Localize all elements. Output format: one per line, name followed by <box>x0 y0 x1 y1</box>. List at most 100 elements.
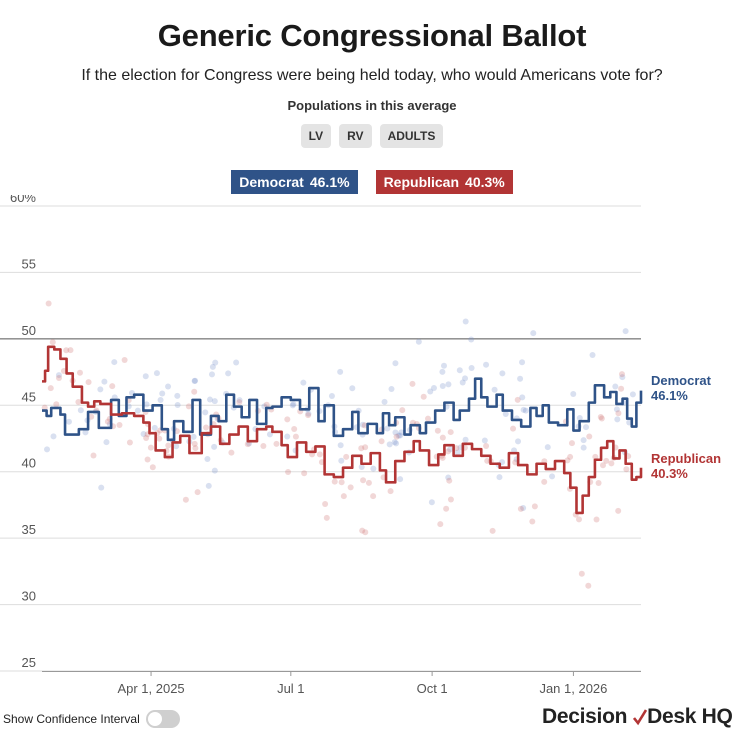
poll-dot <box>576 414 583 421</box>
poll-dot <box>388 386 395 393</box>
poll-dot <box>358 463 365 470</box>
y-tick-label: 40 <box>22 456 36 471</box>
poll-dot <box>362 529 369 536</box>
poll-dot <box>55 372 62 379</box>
republican-end-value: 40.3% <box>651 466 688 481</box>
poll-dot <box>456 367 463 374</box>
poll-dot <box>233 359 240 366</box>
poll-dot <box>386 441 393 448</box>
poll-dot <box>446 477 453 484</box>
republican-series-line <box>42 345 643 515</box>
poll-dot <box>63 347 70 354</box>
x-tick-label: Jan 1, 2026 <box>539 681 607 696</box>
legend-republican[interactable]: Republican 40.3% <box>375 170 513 194</box>
poll-dot <box>165 383 172 390</box>
brand-logo: Decision Desk HQ <box>542 705 733 729</box>
population-rv-button[interactable]: RV <box>339 124 372 148</box>
poll-dot <box>618 385 625 392</box>
poll-dot <box>519 394 526 401</box>
republican-end-name: Republican <box>651 451 722 466</box>
poll-dot <box>576 516 583 523</box>
poll-dot <box>378 438 385 445</box>
poll-dot <box>147 444 154 451</box>
poll-dot <box>541 478 548 485</box>
legend-democrat[interactable]: Democrat 46.1% <box>231 170 358 194</box>
poll-dot <box>619 374 626 381</box>
y-tick-label: 50 <box>22 323 36 338</box>
poll-dot <box>447 446 454 453</box>
poll-dot <box>75 398 82 405</box>
poll-dot <box>578 570 585 577</box>
poll-dot <box>570 391 577 398</box>
confidence-interval-label: Show Confidence Interval <box>3 712 140 726</box>
poll-dot <box>156 435 163 442</box>
population-adults-button[interactable]: ADULTS <box>379 124 444 148</box>
poll-dot <box>597 413 604 420</box>
poll-dot <box>365 479 372 486</box>
confidence-interval-toggle[interactable] <box>145 710 180 728</box>
legend-democrat-name: Democrat <box>239 174 304 190</box>
poll-dot <box>292 433 299 440</box>
poll-dot <box>185 403 192 410</box>
poll-dot <box>340 493 347 500</box>
poll-dot <box>182 496 189 503</box>
poll-dot <box>615 507 622 514</box>
poll-dot <box>285 468 292 475</box>
poll-dot <box>392 360 399 367</box>
poll-dot <box>462 318 469 325</box>
poll-dot <box>44 446 51 453</box>
poll-dot <box>589 351 596 358</box>
poll-dot <box>522 407 529 414</box>
poll-dot <box>397 432 404 439</box>
poll-dot <box>517 375 524 382</box>
poll-dot <box>289 402 296 409</box>
x-tick-label: Jul 1 <box>277 681 304 696</box>
democrat-series-line <box>42 377 643 442</box>
poll-dot <box>370 465 377 472</box>
poll-dot <box>512 459 519 466</box>
poll-dot <box>362 444 369 451</box>
poll-dot <box>520 406 527 413</box>
poll-dot <box>191 378 198 385</box>
population-filters: LV RV ADULTS <box>0 124 744 148</box>
chart-plot: 25 30 35 40 45 50 55 60% Apr 1, 2025 Jul 1 Oct 1 Ja… <box>0 195 643 696</box>
poll-dot <box>360 477 367 484</box>
poll-dot <box>622 328 629 335</box>
poll-dot <box>338 479 345 486</box>
poll-dot <box>393 433 400 440</box>
x-tick-label: Oct 1 <box>417 681 448 696</box>
poll-dot <box>323 514 330 521</box>
poll-dot <box>598 415 605 422</box>
poll-dot <box>615 410 622 417</box>
poll-dot <box>203 424 210 431</box>
toggle-knob <box>147 712 162 726</box>
poll-dot <box>244 441 251 448</box>
poll-dot <box>165 442 172 449</box>
poll-dot <box>425 415 432 422</box>
poll-dot <box>343 453 350 460</box>
population-lv-button[interactable]: LV <box>300 124 332 148</box>
poll-dot <box>468 365 475 372</box>
y-tick-label: 30 <box>22 589 36 604</box>
poll-dot <box>393 440 400 447</box>
poll-dot <box>328 393 335 400</box>
poll-dot <box>151 424 158 431</box>
poll-dot <box>263 401 270 408</box>
poll-dot <box>593 516 600 523</box>
poll-dot <box>359 421 366 428</box>
poll-dot <box>103 439 110 446</box>
poll-dot <box>462 375 469 382</box>
poll-dot <box>98 484 105 491</box>
poll-dot <box>273 440 280 447</box>
poll-dot <box>395 432 402 439</box>
poll-dot <box>55 375 62 382</box>
poll-dot <box>439 454 446 461</box>
legend-republican-value: 40.3% <box>465 174 505 190</box>
poll-dot <box>519 359 526 366</box>
poll-dot <box>585 582 592 589</box>
poll-dot <box>284 433 291 440</box>
poll-dot <box>613 406 620 413</box>
poll-dot <box>398 429 405 436</box>
poll-dot <box>502 410 509 417</box>
poll-dot <box>85 379 92 386</box>
